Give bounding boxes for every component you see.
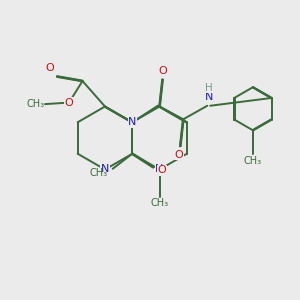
Text: CH₃: CH₃ xyxy=(244,156,262,166)
Text: N: N xyxy=(101,164,109,175)
Text: O: O xyxy=(157,165,166,175)
Text: CH₃: CH₃ xyxy=(89,168,107,178)
Text: N: N xyxy=(128,117,136,127)
Text: O: O xyxy=(45,63,54,73)
Text: O: O xyxy=(64,98,74,108)
Text: CH₃: CH₃ xyxy=(151,198,169,208)
Text: N: N xyxy=(155,164,164,175)
Text: O: O xyxy=(158,66,167,76)
Text: N: N xyxy=(205,92,213,102)
Text: O: O xyxy=(174,150,183,160)
Text: H: H xyxy=(205,83,213,93)
Text: CH₃: CH₃ xyxy=(26,99,44,109)
